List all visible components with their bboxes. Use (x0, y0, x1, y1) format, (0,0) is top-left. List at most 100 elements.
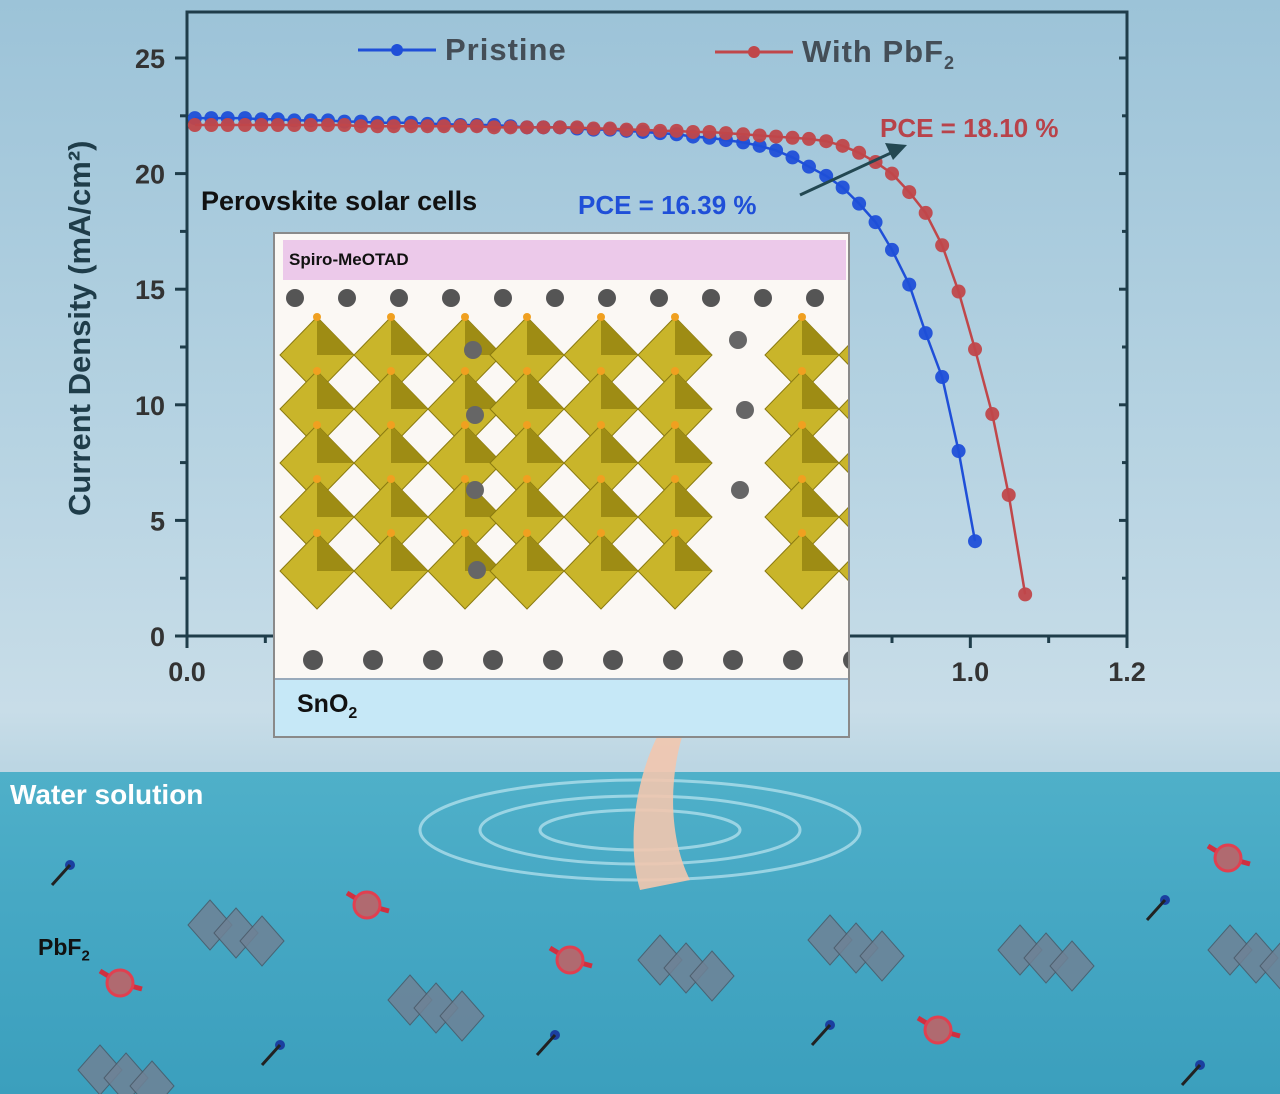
data-point-1 (669, 123, 684, 138)
halide-atom (671, 475, 679, 483)
halide-atom (461, 475, 469, 483)
data-point-1 (702, 124, 717, 139)
halide-atom (597, 529, 605, 537)
halide-atom (523, 529, 531, 537)
sno2-atom (286, 289, 304, 307)
pbf-cluster (439, 990, 485, 1042)
octahedron-shade (317, 425, 354, 463)
octahedron-shade (675, 425, 712, 463)
data-point-1 (835, 138, 850, 153)
y-tick-label: 20 (135, 160, 165, 190)
data-point-1 (801, 131, 816, 146)
data-point-1 (1001, 487, 1016, 502)
data-point-1 (503, 120, 518, 135)
octahedron (838, 453, 848, 473)
y-tick-label: 0 (150, 622, 165, 652)
data-point-1 (785, 130, 800, 145)
data-point-1 (635, 122, 650, 137)
pbf-cluster (1049, 940, 1095, 992)
octahedron-shade (391, 317, 428, 355)
octahedron-shade (675, 371, 712, 409)
data-point-1 (220, 118, 235, 133)
octahedron-shade (391, 479, 428, 517)
halide-atom (798, 529, 806, 537)
sno2-atom (494, 289, 512, 307)
data-point-1 (420, 119, 435, 134)
halide-atom (461, 529, 469, 537)
data-point-1 (237, 118, 252, 133)
surface-atom (483, 650, 503, 670)
pbf2-molecule (105, 968, 135, 998)
octahedron-shade (601, 479, 638, 517)
pb-atom (466, 406, 484, 424)
halide-atom (313, 367, 321, 375)
octahedron-shade (675, 533, 712, 571)
sno2-atom (650, 289, 668, 307)
spiro-layer: Spiro-MeOTAD (283, 240, 846, 280)
halide-atom (798, 367, 806, 375)
data-point-1 (469, 119, 484, 134)
halide-atom (523, 421, 531, 429)
octahedron-shade (391, 533, 428, 571)
annotation-arrow (799, 150, 894, 197)
halide-atom (798, 313, 806, 321)
surface-atom (543, 650, 563, 670)
halide-atom (461, 367, 469, 375)
pb-atom (736, 401, 754, 419)
sno2-atom (390, 289, 408, 307)
halide-atom (313, 313, 321, 321)
pce-pristine-label: PCE = 16.39 % (578, 190, 757, 220)
data-point-0 (951, 444, 966, 459)
legend-marker (748, 46, 760, 58)
octahedron (838, 399, 848, 419)
pb-atom (731, 481, 749, 499)
halide-atom (461, 313, 469, 321)
surface-atom (663, 650, 683, 670)
data-point-1 (752, 128, 767, 143)
data-point-0 (918, 326, 933, 341)
data-point-1 (254, 118, 269, 133)
data-point-1 (487, 120, 502, 135)
data-point-1 (204, 118, 219, 133)
halide-atom (671, 313, 679, 321)
water-solution-label: Water solution (10, 779, 204, 810)
octahedron-shade (601, 533, 638, 571)
x-tick-label: 1.0 (952, 657, 990, 687)
halide-atom (387, 313, 395, 321)
octahedron-shade (675, 479, 712, 517)
halide-atom (597, 421, 605, 429)
octahedron-shade (317, 317, 354, 355)
pbf2-label: PbF2 (38, 934, 90, 965)
surface-atom (723, 650, 743, 670)
octahedron-shade (391, 371, 428, 409)
halide-atom (313, 475, 321, 483)
octahedron-shade (527, 371, 564, 409)
halide-atom (387, 529, 395, 537)
y-tick-label: 10 (135, 391, 165, 421)
pb-atom (464, 341, 482, 359)
arrow-head (885, 143, 907, 160)
data-point-1 (570, 120, 585, 135)
surface-atom (783, 650, 803, 670)
annotation-title: Perovskite solar cells (201, 186, 478, 216)
halide-atom (387, 421, 395, 429)
data-point-1 (885, 166, 899, 181)
halide-atom (387, 367, 395, 375)
bond (1145, 898, 1167, 922)
halide-atom (671, 529, 679, 537)
data-point-1 (287, 118, 302, 133)
sno2-atom (702, 289, 720, 307)
data-point-1 (1018, 587, 1033, 602)
halide-atom (798, 475, 806, 483)
data-point-1 (386, 119, 401, 134)
octahedron-shade (802, 371, 839, 409)
octahedron-shade (802, 479, 839, 517)
surface-atom (303, 650, 323, 670)
octahedron-shade (527, 479, 564, 517)
bond (50, 863, 72, 887)
data-point-0 (785, 150, 800, 165)
sno2-atom (598, 289, 616, 307)
octahedron-shade (527, 317, 564, 355)
data-point-0 (752, 138, 767, 153)
